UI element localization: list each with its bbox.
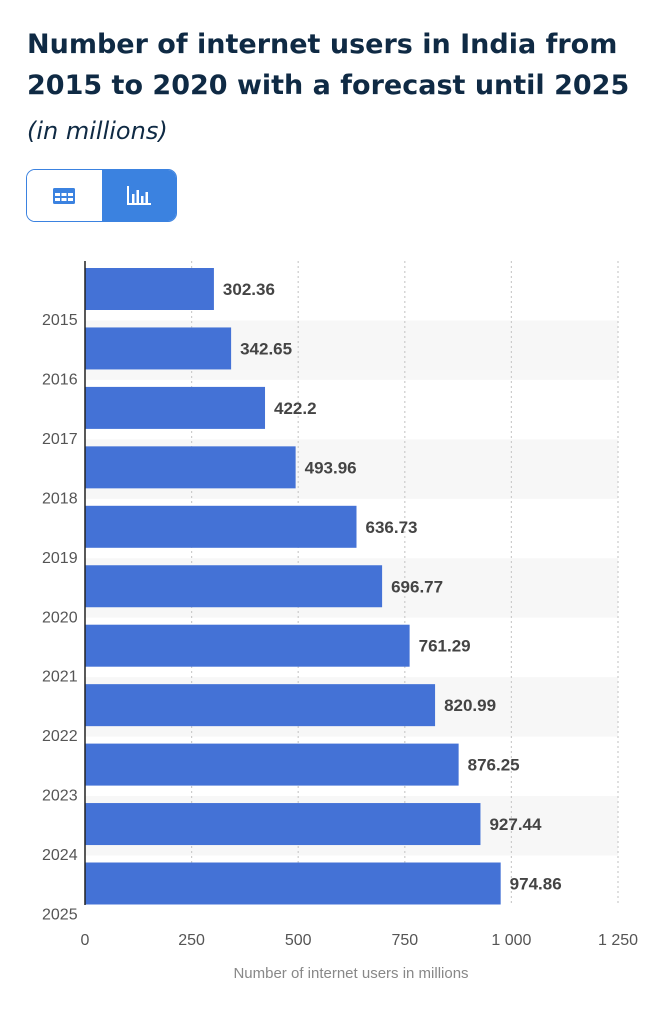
bar[interactable] [85, 743, 459, 786]
chart-view-button[interactable] [101, 170, 176, 221]
category-label: 2022 [42, 728, 78, 745]
bar[interactable] [85, 565, 383, 608]
bar-value-label: 876.25 [468, 756, 520, 775]
category-label: 2020 [42, 609, 78, 626]
category-label: 2016 [42, 371, 78, 388]
table-view-button[interactable] [27, 170, 102, 221]
bar[interactable] [85, 268, 214, 310]
category-labels: 2015 2016 2017 2018 2019 2020 2021 2022 2023 2024… [42, 312, 78, 924]
bar-value-label: 636.73 [366, 518, 418, 537]
bar-value-label: 974.86 [510, 875, 562, 894]
category-label: 2018 [42, 490, 78, 507]
x-tick-label: 750 [391, 932, 418, 949]
bar[interactable] [85, 684, 436, 727]
bar[interactable] [85, 505, 357, 548]
x-axis-label: Number of internet users in millions [233, 965, 468, 982]
bar[interactable] [85, 862, 501, 905]
category-label: 2017 [42, 431, 78, 448]
x-tick-label: 1 250 [598, 932, 638, 949]
chart-subtitle: (in millions) [27, 117, 168, 145]
category-label: 2021 [42, 669, 78, 686]
bar[interactable] [85, 624, 410, 667]
table-icon [53, 187, 76, 204]
bar-value-label: 927.44 [489, 815, 542, 834]
x-tick-labels: 0 250 500 750 1 000 1 250 [81, 932, 639, 949]
bar-value-label: 761.29 [419, 637, 471, 656]
value-labels: 302.36 342.65 422.2 493.96 636.73 696.77 761.2… [223, 280, 562, 894]
bar-value-label: 696.77 [391, 577, 443, 596]
category-label: 2025 [42, 907, 78, 924]
bars [85, 268, 501, 905]
bar[interactable] [85, 386, 266, 429]
x-tick-label: 0 [81, 932, 90, 949]
bar-value-label: 422.2 [274, 399, 317, 418]
bar-value-label: 302.36 [223, 280, 275, 299]
bar[interactable] [85, 446, 296, 489]
view-toggle [26, 169, 177, 222]
bar[interactable] [85, 327, 232, 370]
bar[interactable] [85, 803, 481, 846]
category-label: 2019 [42, 550, 78, 567]
x-tick-label: 500 [285, 932, 312, 949]
bar-value-label: 820.99 [444, 696, 496, 715]
category-label: 2023 [42, 788, 78, 805]
x-tick-label: 250 [178, 932, 205, 949]
x-tick-label: 1 000 [491, 932, 531, 949]
bar-value-label: 493.96 [305, 458, 357, 477]
chart-title: Number of internet users in India from 2… [27, 29, 630, 101]
category-label: 2015 [42, 312, 78, 329]
bar-value-label: 342.65 [240, 339, 292, 358]
category-label: 2024 [42, 847, 78, 864]
bar-chart-icon [126, 185, 151, 205]
